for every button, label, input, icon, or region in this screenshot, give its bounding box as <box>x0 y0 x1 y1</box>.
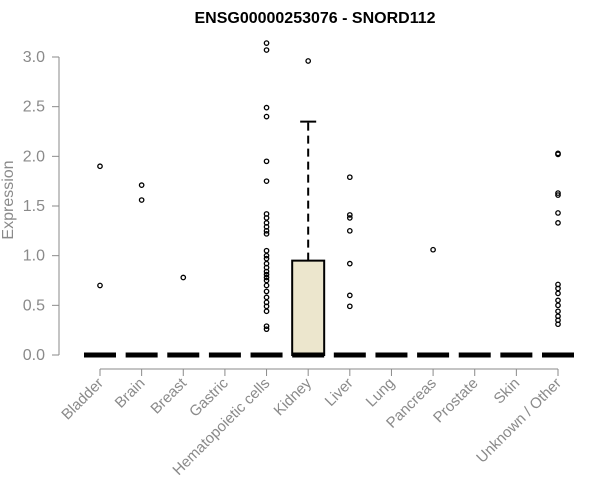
outlier-point <box>97 163 103 170</box>
x-tick-label: Lung <box>363 375 399 411</box>
outlier-point <box>263 288 270 295</box>
outlier-point <box>346 215 353 221</box>
outlier-point <box>263 227 270 234</box>
outlier-point <box>263 282 270 289</box>
outlier-point <box>555 297 561 304</box>
outlier-point <box>263 247 270 254</box>
box <box>291 259 326 356</box>
outlier-point <box>263 268 270 275</box>
outlier-point <box>263 104 270 111</box>
outlier-point <box>555 210 561 216</box>
outlier-point <box>346 292 353 299</box>
y-tick-label: 2.5 <box>23 99 45 116</box>
outlier-point <box>263 271 270 278</box>
outlier-point <box>305 58 312 64</box>
x-tick-label: Skin <box>491 375 524 408</box>
box-group <box>167 274 200 358</box>
x-tick-label: Brain <box>112 375 149 412</box>
outlier-point <box>138 182 145 188</box>
x-tick-label: Liver <box>322 375 357 410</box>
outlier-point <box>263 277 270 284</box>
outlier-point <box>138 197 145 203</box>
outlier-point <box>555 321 561 328</box>
box-group <box>417 246 450 358</box>
y-axis-label: Expression <box>0 160 17 239</box>
chart-title: ENSG00000253076 - SNORD112 <box>194 10 435 27</box>
outlier-point <box>430 246 436 253</box>
y-axis: 0.0 0.5 1.0 1.5 2.0 2.5 3.0 <box>23 49 60 364</box>
outlier-point <box>97 282 103 289</box>
box-group <box>84 163 116 358</box>
outlier-point <box>555 190 561 196</box>
outlier-point <box>346 303 353 310</box>
outlier-point <box>263 158 270 165</box>
x-tick-label: Breast <box>147 374 190 417</box>
outlier-point <box>555 308 561 315</box>
y-tick-label: 3.0 <box>23 49 45 66</box>
outlier-point <box>263 308 270 315</box>
outlier-point <box>263 294 270 301</box>
outlier-point <box>263 47 270 53</box>
x-tick-label: Prostate <box>430 375 482 427</box>
y-tick-label: 2.0 <box>23 148 45 165</box>
box-group <box>125 182 158 358</box>
outlier-point <box>555 151 561 158</box>
box-group <box>291 58 326 358</box>
outlier-point <box>555 192 561 198</box>
x-tick-label: Kidney <box>271 374 316 419</box>
y-tick-label: 1.5 <box>23 198 45 215</box>
outlier-point <box>263 113 270 120</box>
box-group <box>250 40 283 358</box>
outlier-point <box>263 40 270 46</box>
outlier-point <box>263 252 270 259</box>
y-tick-label: 1.0 <box>23 248 45 265</box>
outlier-point <box>346 174 353 181</box>
y-tick-label: 0.5 <box>23 297 45 314</box>
outlier-point <box>346 260 353 267</box>
outlier-point <box>263 326 270 333</box>
outlier-point <box>555 290 561 297</box>
outlier-point <box>555 220 561 226</box>
y-tick-label: 0.0 <box>23 347 45 364</box>
outlier-point <box>346 212 353 218</box>
outlier-point <box>263 323 270 330</box>
outlier-point <box>263 274 270 281</box>
outlier-point <box>263 255 270 262</box>
box-group <box>542 150 574 358</box>
outlier-point <box>263 178 270 185</box>
outlier-point <box>346 227 353 234</box>
plot-area <box>84 40 574 358</box>
outlier-point <box>263 230 270 237</box>
x-tick-label: Bladder <box>58 375 107 424</box>
box-group <box>333 174 366 358</box>
outlier-point <box>180 274 187 281</box>
outlier-point <box>555 302 561 309</box>
